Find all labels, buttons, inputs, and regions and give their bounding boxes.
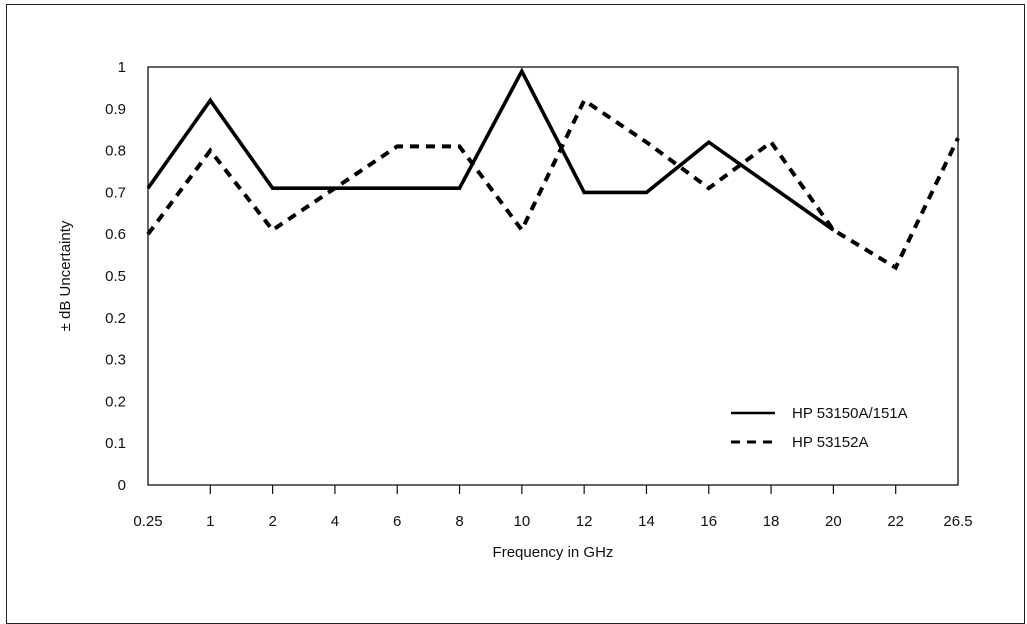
y-tick-label: 0 [118, 477, 126, 494]
y-axis-ticks: 0 0.1 0.2 0.3 0.2 0.5 0.6 0.7 0.8 0.9 1 [105, 59, 126, 494]
x-tick-label: 16 [700, 513, 717, 530]
legend-label-series-2: HP 53152A [792, 434, 868, 451]
legend: HP 53150A/151A HP 53152A [731, 405, 908, 451]
legend-label-series-1: HP 53150A/151A [792, 405, 908, 422]
y-tick-label: 0.6 [105, 226, 126, 243]
x-tick-label: 18 [763, 513, 780, 530]
y-axis-title: ± dB Uncertainty [57, 220, 74, 331]
y-tick-label: 0.7 [105, 184, 126, 201]
x-tick-label: 12 [576, 513, 593, 530]
y-tick-label: 0.5 [105, 268, 126, 285]
plot-area [147, 66, 959, 486]
x-tick-label: 26.5 [943, 513, 972, 530]
x-tick-label: 2 [268, 513, 276, 530]
x-axis-ticks: 0.25 1 2 4 6 8 10 12 14 16 18 20 22 26.5 [133, 485, 973, 530]
y-tick-label: 0.2 [105, 310, 126, 327]
series-line-1 [146, 67, 835, 232]
x-tick-label: 22 [887, 513, 904, 530]
x-tick-label: 8 [455, 513, 463, 530]
y-tick-label: 0.9 [105, 101, 126, 118]
x-tick-label: 1 [206, 513, 214, 530]
series-layer [146, 67, 960, 271]
y-tick-label: 0.8 [105, 143, 126, 160]
line-chart: 00.10.20.30.20.50.60.70.80.91 0.25 1 2 4 6 8 1… [57, 59, 973, 561]
x-tick-label: 10 [514, 513, 531, 530]
y-tick-label: 0.3 [105, 352, 126, 369]
y-tick-label: 1 [118, 59, 126, 76]
x-tick-label: 6 [393, 513, 401, 530]
x-tick-label: 4 [331, 513, 339, 530]
x-axis-title: Frequency in GHz [493, 544, 614, 561]
series-line-2 [146, 97, 960, 271]
x-tick-label: 14 [638, 513, 655, 530]
x-tick-label: 20 [825, 513, 842, 530]
x-tick-label: 0.25 [133, 513, 162, 530]
chart-frame [6, 4, 1025, 624]
y-tick-label: 0.1 [105, 435, 126, 452]
y-tick-label: 0.2 [105, 393, 126, 410]
